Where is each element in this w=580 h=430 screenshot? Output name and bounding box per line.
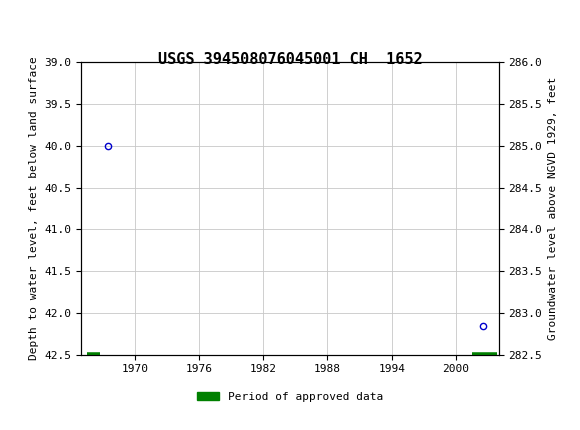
Y-axis label: Depth to water level, feet below land surface: Depth to water level, feet below land su… — [29, 57, 39, 360]
Text: ≡USGS: ≡USGS — [10, 16, 56, 31]
Y-axis label: Groundwater level above NGVD 1929, feet: Groundwater level above NGVD 1929, feet — [548, 77, 558, 340]
Text: USGS 394508076045001 CH  1652: USGS 394508076045001 CH 1652 — [158, 52, 422, 68]
Legend: Period of approved data: Period of approved data — [193, 387, 387, 406]
